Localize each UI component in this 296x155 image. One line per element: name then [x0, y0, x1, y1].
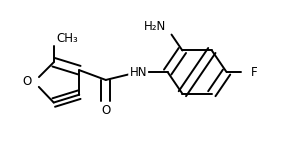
Text: F: F — [251, 66, 258, 79]
Text: HN: HN — [129, 66, 147, 79]
Text: CH₃: CH₃ — [57, 32, 78, 45]
Text: H₂N: H₂N — [144, 20, 166, 33]
Text: O: O — [101, 104, 110, 117]
Text: O: O — [22, 75, 31, 88]
